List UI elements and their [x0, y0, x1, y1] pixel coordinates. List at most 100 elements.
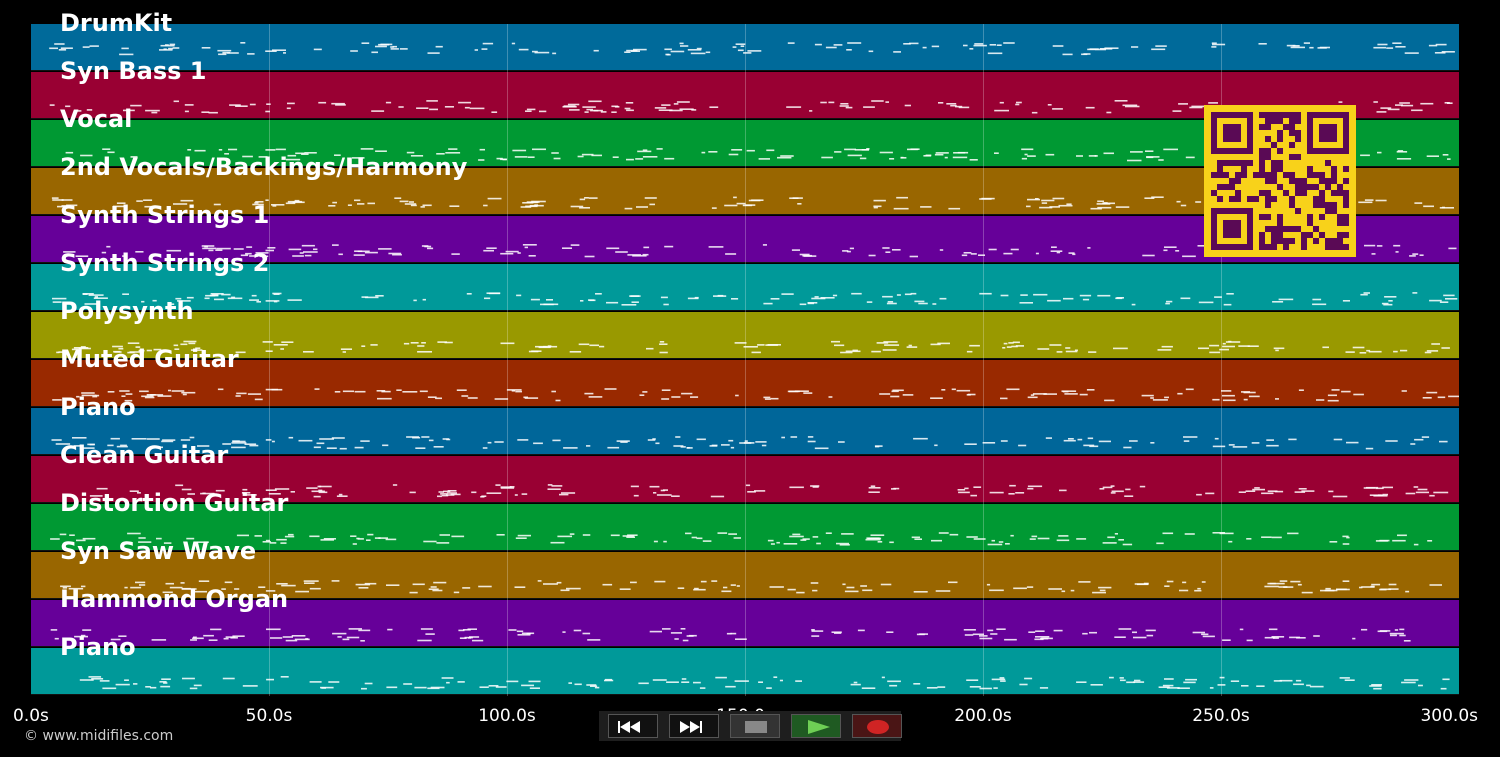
note — [1027, 198, 1040, 201]
note — [937, 686, 946, 688]
note — [376, 390, 386, 392]
note — [1177, 392, 1183, 395]
note — [1010, 534, 1014, 537]
note — [334, 154, 341, 156]
note — [889, 684, 898, 687]
note — [88, 294, 104, 296]
note — [555, 399, 561, 402]
gridline — [269, 24, 270, 696]
note — [1090, 207, 1102, 210]
note — [1099, 488, 1105, 490]
note — [1380, 107, 1392, 109]
note — [271, 204, 285, 206]
note — [649, 485, 660, 488]
note — [1288, 438, 1297, 441]
note — [342, 638, 350, 641]
note — [1271, 636, 1285, 638]
note — [1156, 542, 1164, 545]
note — [1246, 639, 1253, 642]
note — [282, 636, 293, 638]
note — [1359, 352, 1367, 354]
note — [318, 485, 332, 488]
note — [964, 487, 969, 490]
note — [868, 491, 880, 493]
note — [587, 639, 601, 641]
note — [221, 588, 226, 590]
note — [614, 106, 620, 108]
note — [528, 680, 541, 683]
note — [532, 50, 538, 53]
note — [265, 350, 273, 352]
note — [80, 634, 86, 637]
note — [72, 437, 87, 439]
note — [1309, 46, 1314, 49]
copyright-text: © www.midifiles.com — [24, 728, 174, 744]
note — [796, 591, 805, 594]
note — [254, 535, 262, 537]
note — [517, 439, 529, 441]
note — [474, 49, 478, 51]
note — [783, 543, 798, 545]
note — [1279, 679, 1293, 682]
note — [1047, 299, 1061, 302]
note — [887, 680, 901, 683]
note — [68, 587, 84, 590]
note — [1098, 586, 1112, 589]
note — [1008, 493, 1015, 495]
note — [272, 292, 282, 295]
record-button[interactable] — [852, 714, 902, 738]
note — [1230, 680, 1240, 682]
note — [839, 544, 850, 546]
note — [412, 436, 421, 439]
note — [61, 199, 73, 201]
note — [370, 344, 378, 346]
note — [1419, 254, 1424, 256]
note — [135, 251, 144, 253]
note — [1124, 495, 1134, 497]
note — [579, 198, 586, 201]
note — [181, 391, 196, 394]
note — [914, 538, 922, 540]
note — [1294, 491, 1306, 493]
note — [1006, 388, 1020, 391]
rewind-button[interactable] — [608, 714, 658, 738]
note — [770, 397, 779, 400]
note — [334, 391, 341, 393]
note — [913, 683, 921, 685]
note — [1089, 631, 1097, 634]
note — [162, 439, 176, 441]
note — [183, 340, 197, 343]
note — [789, 486, 804, 489]
note — [193, 636, 197, 639]
note — [116, 202, 126, 204]
note — [304, 582, 315, 584]
note — [1114, 636, 1126, 638]
note — [1180, 204, 1187, 207]
note — [180, 343, 188, 346]
note — [663, 489, 668, 491]
note — [295, 590, 309, 593]
note — [661, 398, 670, 400]
note — [71, 348, 82, 351]
note — [966, 536, 978, 538]
note — [447, 490, 457, 492]
note — [157, 395, 172, 397]
note — [371, 110, 385, 112]
note — [1088, 155, 1097, 157]
note — [1433, 491, 1449, 494]
note — [1360, 154, 1370, 157]
note — [699, 687, 706, 689]
note — [265, 539, 270, 542]
track-notes — [60, 580, 1442, 594]
note — [1273, 347, 1285, 350]
note — [1412, 292, 1418, 294]
note — [1076, 681, 1087, 683]
stop-button[interactable] — [730, 714, 780, 738]
note — [337, 636, 342, 638]
play-button[interactable] — [791, 714, 841, 738]
note — [868, 50, 874, 53]
fast-forward-button[interactable] — [669, 714, 719, 738]
note — [1053, 629, 1063, 632]
note — [919, 633, 928, 635]
note — [494, 398, 509, 400]
